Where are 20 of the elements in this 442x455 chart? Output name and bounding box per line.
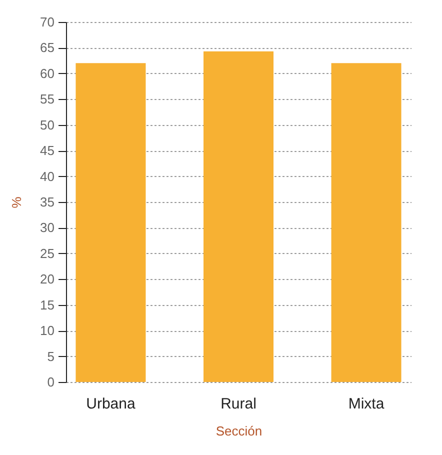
y-tick-label: 20 (40, 272, 54, 287)
y-tick-label: 0 (47, 374, 54, 390)
y-tick-label: 30 (40, 220, 54, 236)
y-axis-title: % (9, 196, 24, 208)
y-tick-label: 35 (40, 194, 54, 210)
y-tick-label: 15 (40, 297, 54, 312)
x-tick-label: Urbana (86, 396, 136, 412)
y-tick-label: 10 (40, 323, 54, 338)
y-tick-label: 70 (40, 14, 54, 30)
x-axis-title: Sección (216, 424, 262, 438)
y-tick-label: 65 (40, 40, 54, 56)
y-tick-label: 50 (40, 117, 54, 132)
y-tick-label: 60 (40, 66, 54, 81)
x-tick-label: Mixta (348, 396, 385, 412)
y-tick-label: 25 (40, 246, 54, 261)
x-tick-label: Rural (220, 396, 256, 412)
y-tick-label: 40 (40, 168, 54, 184)
y-tick-label: 45 (40, 143, 54, 158)
y-tick-label: 5 (47, 348, 54, 364)
y-tick-label: 55 (40, 92, 54, 107)
